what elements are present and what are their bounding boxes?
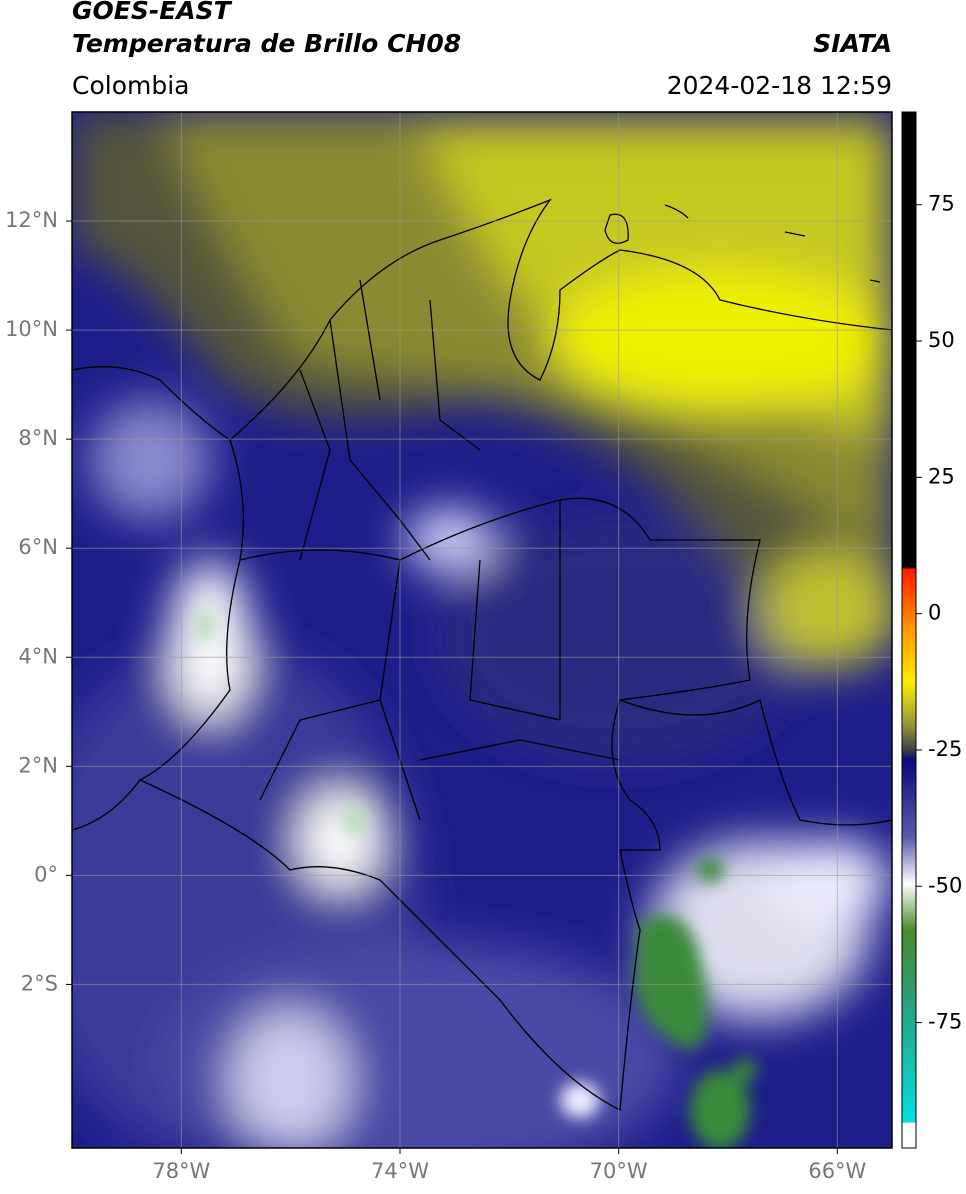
y-tick-label: 8°N <box>18 426 58 450</box>
y-tick-label: 0° <box>34 862 58 886</box>
colorbar-tick-label: 0 <box>928 601 941 625</box>
colorbar-tick-label: -75 <box>928 1010 962 1034</box>
region: Colombia <box>72 71 189 100</box>
x-tick-label: 70°W <box>590 1159 648 1183</box>
colorbar-tick-label: 50 <box>928 328 955 352</box>
map-frame <box>71 111 893 1149</box>
source: SIATA <box>813 29 892 58</box>
title: GOES-EAST <box>72 0 233 25</box>
y-tick-label: 2°N <box>18 753 58 777</box>
y-tick-label: 4°N <box>18 644 58 668</box>
colorbar-tick-label: 25 <box>928 464 955 488</box>
y-tick-label: 10°N <box>5 317 58 341</box>
x-tick-label: 66°W <box>808 1159 866 1183</box>
colorbar-tick-label: -25 <box>928 737 962 761</box>
x-tick-label: 78°W <box>152 1159 210 1183</box>
x-tick-label: 74°W <box>371 1159 429 1183</box>
y-tick-label: 2°S <box>21 971 58 995</box>
colorbar <box>901 111 917 1149</box>
y-tick-label: 12°N <box>5 208 58 232</box>
y-tick-label: 6°N <box>18 535 58 559</box>
colorbar-tick-label: -50 <box>928 873 962 897</box>
timestamp: 2024-02-18 12:59 <box>667 71 892 100</box>
subtitle: Temperatura de Brillo CH08 <box>72 29 461 58</box>
colorbar-tick-label: 75 <box>928 192 955 216</box>
satellite-image <box>72 112 892 1148</box>
